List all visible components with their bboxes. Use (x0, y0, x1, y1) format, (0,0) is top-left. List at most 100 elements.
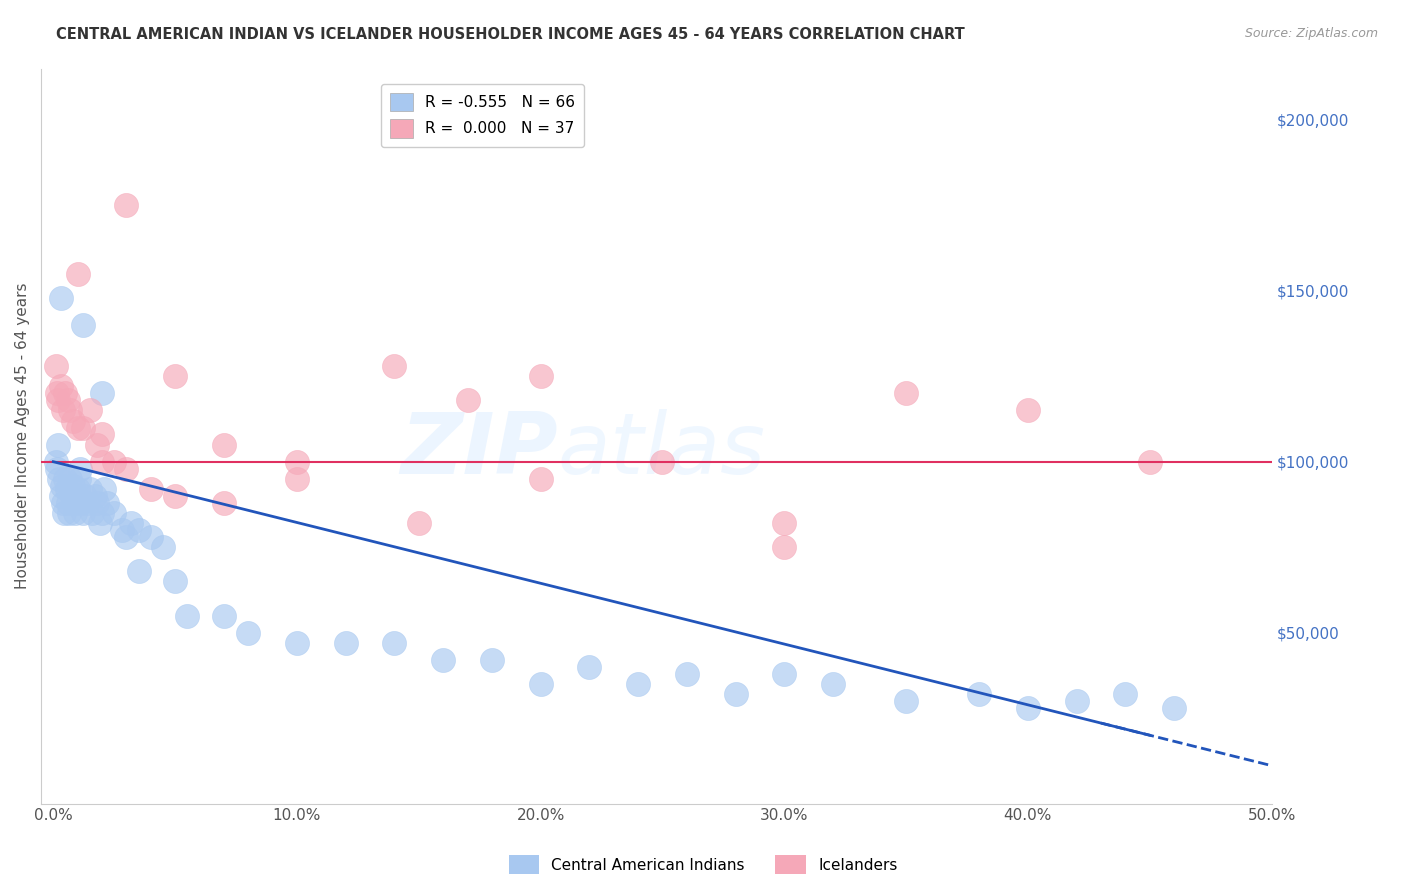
Point (56, 393, 79, 408)
Point (93, 482, 115, 496)
Point (285, 636, 308, 650)
Point (384, 359, 406, 373)
Point (46, 437, 69, 451)
Point (530, 472, 553, 486)
Point (724, 687, 747, 701)
Point (73, 489, 96, 503)
Legend: R = -0.555   N = 66, R =  0.000   N = 37: R = -0.555 N = 66, R = 0.000 N = 37 (381, 84, 585, 147)
Point (773, 516, 796, 531)
Point (651, 455, 673, 469)
Point (69, 461, 91, 475)
Point (128, 523, 150, 537)
Point (1017, 701, 1039, 715)
Point (51, 478, 73, 492)
Point (65, 489, 87, 503)
Point (894, 694, 917, 708)
Point (56, 496, 79, 510)
Point (63, 496, 86, 510)
Point (120, 516, 142, 531)
Point (89, 516, 111, 531)
Point (45, 455, 67, 469)
Point (1163, 701, 1185, 715)
Point (115, 461, 138, 475)
Point (67, 472, 90, 486)
Point (58, 506, 80, 520)
Legend: Central American Indians, Icelanders: Central American Indians, Icelanders (502, 849, 904, 880)
Point (165, 489, 187, 503)
Point (115, 198, 138, 212)
Point (238, 625, 260, 640)
Point (1017, 403, 1039, 417)
Point (91, 506, 114, 520)
Point (1114, 687, 1136, 701)
Point (66, 482, 89, 496)
Point (1066, 694, 1088, 708)
Point (384, 636, 406, 650)
Point (49, 291, 72, 305)
Point (55, 482, 77, 496)
Point (72, 420, 94, 434)
Point (86, 496, 108, 510)
Point (408, 516, 430, 531)
Point (49, 489, 72, 503)
Point (165, 369, 187, 384)
Point (49, 379, 72, 393)
Point (110, 523, 132, 537)
Point (176, 608, 198, 623)
Point (530, 369, 553, 384)
Point (70, 496, 93, 510)
Point (60, 489, 83, 503)
Point (62, 414, 84, 428)
Point (165, 574, 187, 589)
Point (115, 530, 138, 544)
Point (139, 482, 162, 496)
Point (62, 478, 84, 492)
Point (627, 677, 650, 691)
Point (432, 653, 454, 667)
Point (139, 530, 162, 544)
Point (103, 506, 125, 520)
Y-axis label: Householder Income Ages 45 - 64 years: Householder Income Ages 45 - 64 years (15, 283, 30, 590)
Point (212, 608, 235, 623)
Point (66, 267, 89, 281)
Point (91, 455, 114, 469)
Point (55, 472, 77, 486)
Point (65, 506, 87, 520)
Point (773, 540, 796, 554)
Point (52, 403, 75, 417)
Point (86, 437, 108, 451)
Point (46, 393, 69, 408)
Point (285, 472, 308, 486)
Point (335, 636, 357, 650)
Point (212, 437, 235, 451)
Point (457, 393, 479, 408)
Point (66, 420, 89, 434)
Point (1139, 455, 1161, 469)
Point (821, 677, 844, 691)
Point (285, 455, 308, 469)
Point (52, 496, 75, 510)
Point (72, 506, 94, 520)
Point (212, 496, 235, 510)
Point (79, 482, 101, 496)
Text: CENTRAL AMERICAN INDIAN VS ICELANDER HOUSEHOLDER INCOME AGES 45 - 64 YEARS CORRE: CENTRAL AMERICAN INDIAN VS ICELANDER HOU… (56, 27, 965, 42)
Point (82, 506, 104, 520)
Point (91, 386, 114, 401)
Point (53, 506, 76, 520)
Point (103, 455, 125, 469)
Point (46, 386, 69, 401)
Text: Source: ZipAtlas.com: Source: ZipAtlas.com (1244, 27, 1378, 40)
Point (96, 496, 118, 510)
Point (72, 318, 94, 332)
Point (128, 564, 150, 578)
Point (59, 472, 82, 486)
Point (894, 386, 917, 401)
Point (773, 666, 796, 681)
Text: ZIP: ZIP (401, 409, 558, 492)
Text: atlas: atlas (558, 409, 766, 492)
Point (578, 660, 600, 674)
Point (46, 461, 69, 475)
Point (48, 472, 70, 486)
Point (152, 540, 174, 554)
Point (530, 677, 553, 691)
